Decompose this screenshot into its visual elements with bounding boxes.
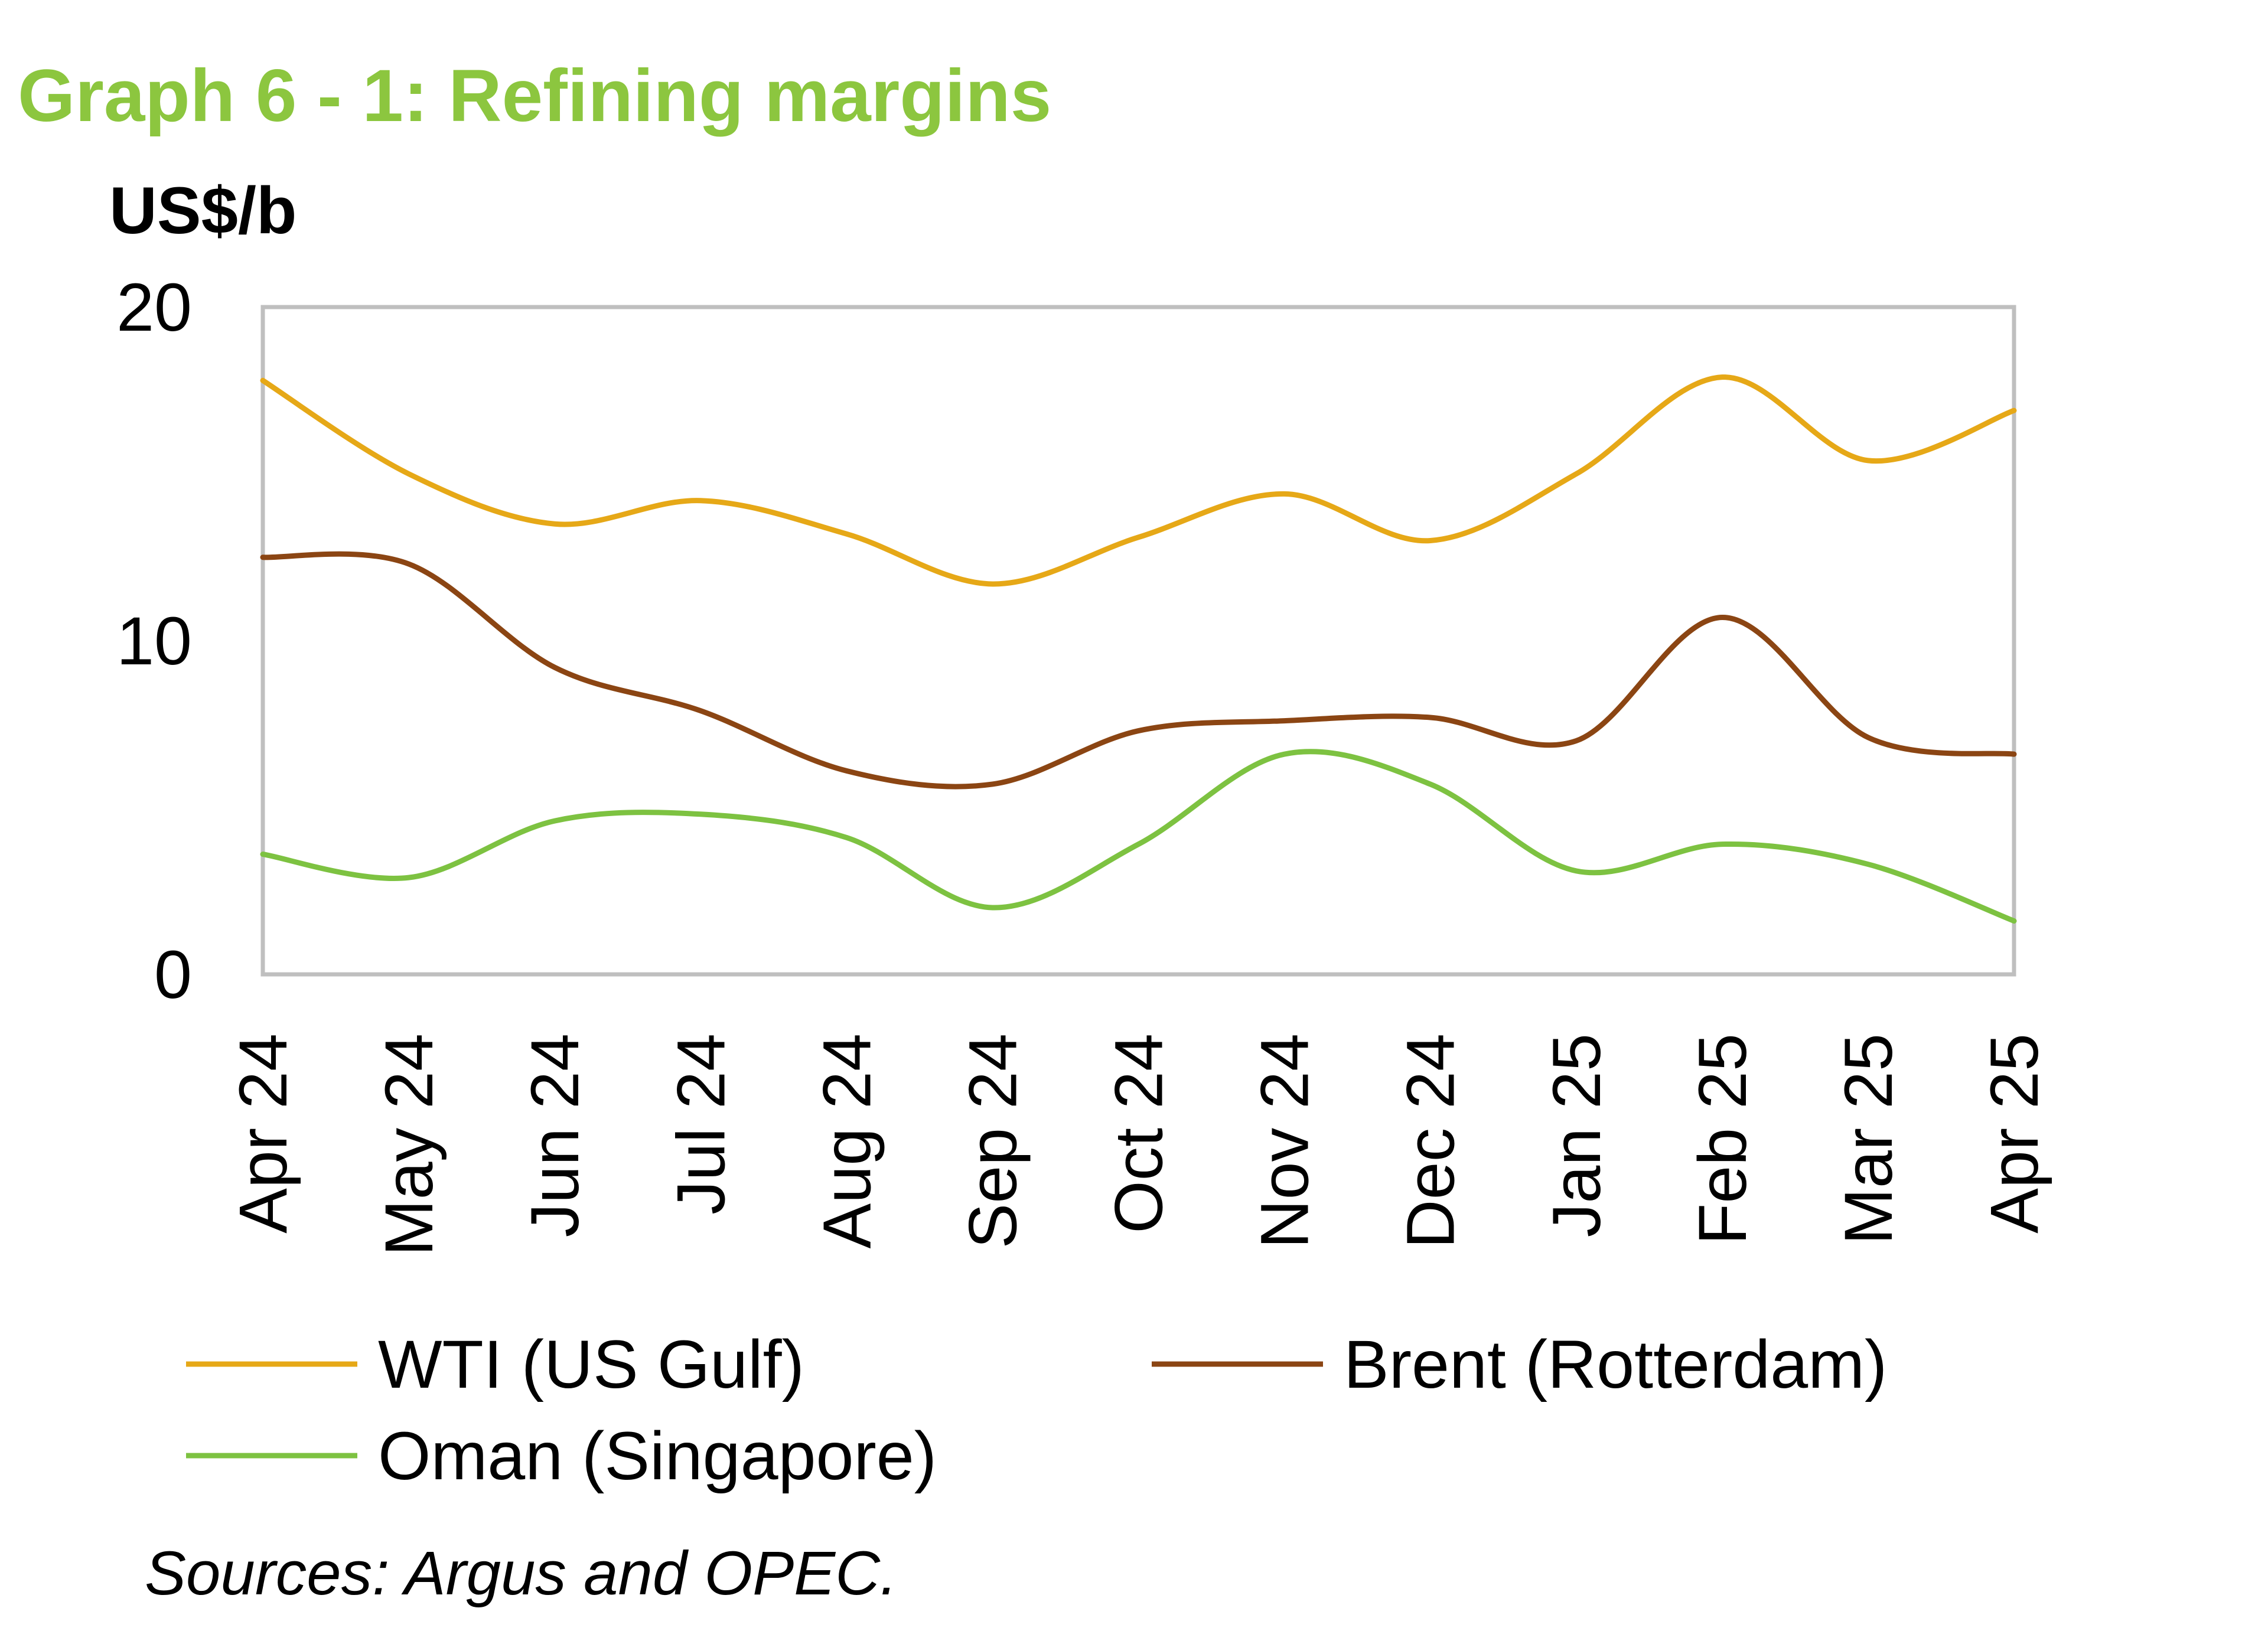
x-tick-label: Oct 24 [1102, 1033, 1177, 1234]
x-axis-ticks: Apr 24 May 24 Jun 24 Jul 24 Aug 24 Sep 24 Oct … [226, 1033, 2052, 1256]
x-tick-label: May 24 [372, 1033, 447, 1256]
chart-title: Graph 6 - 1: Refining margins [18, 55, 1051, 137]
plot-area-frame [260, 305, 2016, 977]
series-lines [260, 374, 2017, 924]
series-line-brent [260, 551, 2017, 790]
y-tick-label: 10 [116, 604, 192, 679]
x-tick-label: Apr 25 [1977, 1033, 2052, 1234]
legend-label-oman: Oman (Singapore) [378, 1418, 937, 1494]
chart-legend: WTI (US Gulf) Brent (Rotterdam) Oman (Sing… [186, 1327, 1887, 1494]
x-tick-label: Apr 24 [226, 1033, 301, 1234]
x-tick-label: Mar 25 [1831, 1033, 1907, 1245]
x-tick-label: Aug 24 [809, 1033, 885, 1249]
y-tick-label: 20 [116, 270, 192, 345]
x-tick-label: Jun 24 [517, 1033, 593, 1237]
series-line-wti [260, 374, 2017, 587]
x-tick-label: Jan 25 [1539, 1033, 1615, 1237]
legend-label-wti: WTI (US Gulf) [378, 1327, 804, 1402]
y-tick-label: 0 [154, 937, 192, 1013]
x-tick-label: Nov 24 [1247, 1033, 1323, 1248]
series-line-oman [260, 749, 2017, 924]
y-axis-ticks: 0 10 20 [116, 270, 192, 1013]
source-note: Sources: Argus and OPEC. [145, 1539, 897, 1608]
x-tick-label: Sep 24 [955, 1033, 1031, 1249]
x-tick-label: Jul 24 [663, 1033, 739, 1215]
x-tick-label: Dec 24 [1393, 1033, 1469, 1248]
x-tick-label: Feb 25 [1685, 1033, 1761, 1245]
y-axis-unit-label: US$/b [109, 174, 296, 247]
legend-label-brent: Brent (Rotterdam) [1344, 1327, 1887, 1402]
